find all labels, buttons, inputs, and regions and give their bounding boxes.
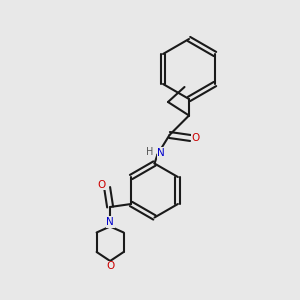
Text: O: O (192, 133, 200, 143)
Text: H: H (146, 147, 154, 157)
Text: O: O (106, 261, 114, 272)
Text: N: N (157, 148, 165, 158)
Text: O: O (98, 179, 106, 190)
Text: N: N (106, 217, 114, 227)
